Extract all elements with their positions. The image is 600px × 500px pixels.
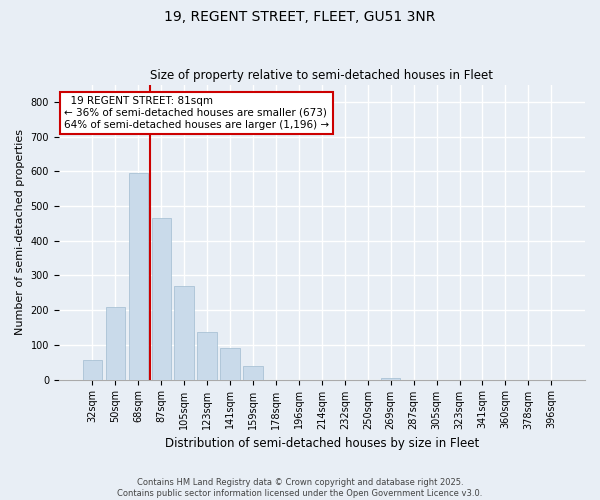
Bar	[197, 332, 217, 380]
Bar	[244, 366, 263, 380]
Y-axis label: Number of semi-detached properties: Number of semi-detached properties	[15, 129, 25, 335]
Bar	[83, 360, 102, 380]
Bar	[106, 306, 125, 380]
X-axis label: Distribution of semi-detached houses by size in Fleet: Distribution of semi-detached houses by …	[165, 437, 479, 450]
Text: 19 REGENT STREET: 81sqm
← 36% of semi-detached houses are smaller (673)
64% of s: 19 REGENT STREET: 81sqm ← 36% of semi-de…	[64, 96, 329, 130]
Bar	[381, 378, 400, 380]
Bar	[175, 286, 194, 380]
Bar	[220, 348, 240, 380]
Text: 19, REGENT STREET, FLEET, GU51 3NR: 19, REGENT STREET, FLEET, GU51 3NR	[164, 10, 436, 24]
Bar	[152, 218, 171, 380]
Text: Contains HM Land Registry data © Crown copyright and database right 2025.
Contai: Contains HM Land Registry data © Crown c…	[118, 478, 482, 498]
Bar	[128, 173, 148, 380]
Title: Size of property relative to semi-detached houses in Fleet: Size of property relative to semi-detach…	[151, 69, 493, 82]
